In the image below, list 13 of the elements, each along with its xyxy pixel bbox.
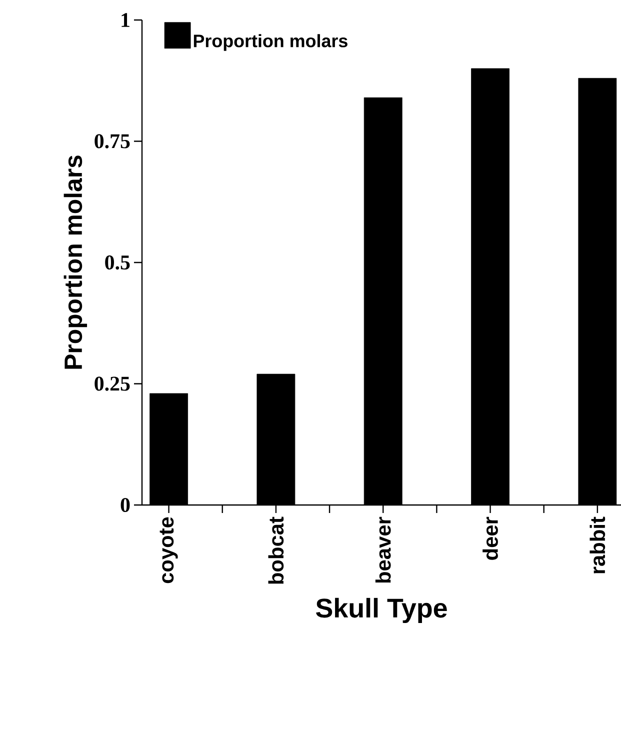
x-tick-label: coyote [160,517,178,584]
y-tick-label: 0 [120,498,130,512]
legend-label: Proportion molars [194,34,348,51]
x-tick-label: beaver [375,516,391,583]
y-tick-label: 0.75 [94,134,130,148]
x-axis-title: Skull Type [316,598,447,624]
x-tick-label: deer [482,516,498,560]
x-tick-label: rabbit [590,516,606,574]
y-tick-label: 0.25 [94,376,130,391]
y-tick-label: 0.5 [105,255,130,270]
y-tick-label: 1 [122,13,130,27]
x-tick-label: bobcat [268,516,284,584]
y-axis-title: Proportion molars [64,156,88,369]
